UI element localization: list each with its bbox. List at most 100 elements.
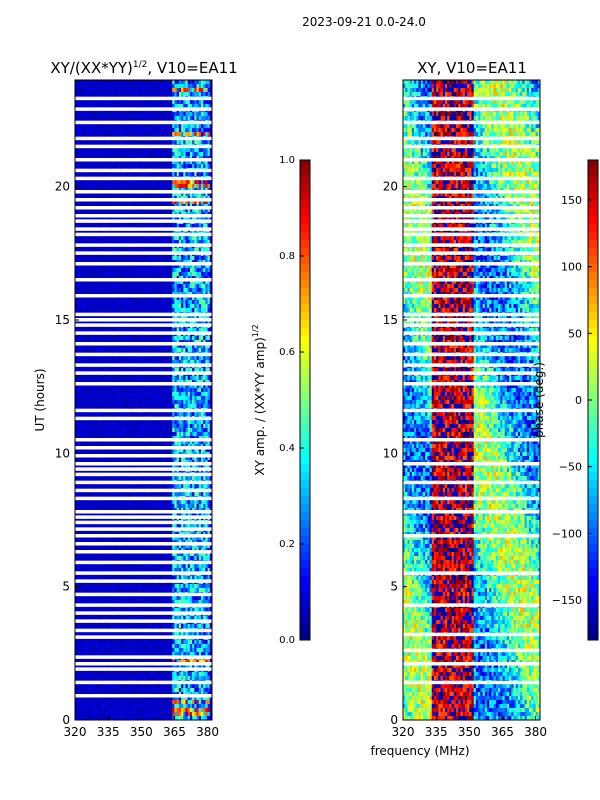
amplitude-cell xyxy=(81,208,85,213)
amplitude-cell xyxy=(103,268,107,273)
amplitude-cell xyxy=(145,264,149,269)
amplitude-cell xyxy=(158,344,162,349)
amplitude-cell xyxy=(125,300,129,305)
amplitude-cell xyxy=(116,100,120,105)
amplitude-cell xyxy=(154,200,158,205)
amplitude-cell xyxy=(141,148,144,153)
amplitude-cell xyxy=(94,84,98,89)
amplitude-cell xyxy=(92,84,96,89)
amplitude-cell xyxy=(99,300,102,305)
amplitude-cell xyxy=(143,280,147,285)
amplitude-cell xyxy=(139,236,142,241)
amplitude-cell xyxy=(130,392,133,397)
amplitude-cell xyxy=(150,268,153,273)
amplitude-cell xyxy=(167,248,171,253)
amplitude-cell xyxy=(174,280,178,285)
amplitude-cell xyxy=(112,116,116,121)
amplitude-cell xyxy=(94,356,98,361)
amplitude-cell xyxy=(75,400,78,405)
amplitude-cell xyxy=(207,388,211,393)
amplitude-cell xyxy=(158,284,162,289)
amplitude-cell xyxy=(200,328,204,333)
amplitude-cell xyxy=(90,240,94,245)
amplitude-cell xyxy=(136,272,140,277)
amplitude-cell xyxy=(172,344,175,349)
amplitude-cell xyxy=(196,284,200,289)
amplitude-cell xyxy=(105,80,109,85)
amplitude-cell xyxy=(119,348,122,353)
amplitude-cell xyxy=(183,124,186,129)
amplitude-cell xyxy=(172,308,175,313)
amplitude-cell xyxy=(88,392,91,397)
amplitude-cell xyxy=(79,248,83,253)
amplitude-cell xyxy=(92,388,96,393)
amplitude-cell xyxy=(99,124,102,129)
amplitude-cell xyxy=(119,376,122,381)
amplitude-cell xyxy=(176,164,180,169)
amplitude-cell xyxy=(75,388,78,393)
amplitude-cell xyxy=(90,348,94,353)
amplitude-cell xyxy=(200,224,204,229)
amplitude-cell xyxy=(114,368,118,373)
amplitude-cell xyxy=(170,236,173,241)
amplitude-cell xyxy=(172,164,175,169)
amplitude-cell xyxy=(116,264,120,269)
amplitude-cell xyxy=(94,132,98,137)
amplitude-cell xyxy=(185,280,189,285)
amplitude-cell xyxy=(165,172,169,177)
amplitude-cell xyxy=(172,104,175,109)
amplitude-cell xyxy=(158,172,162,177)
amplitude-cell xyxy=(198,248,202,253)
amplitude-cell xyxy=(152,128,155,133)
amplitude-cell xyxy=(125,192,129,197)
amplitude-cell xyxy=(130,344,133,349)
amplitude-cell xyxy=(116,128,120,133)
amplitude-cell xyxy=(121,344,125,349)
amplitude-cell xyxy=(77,248,80,253)
amplitude-cell xyxy=(145,128,149,133)
amplitude-cell xyxy=(156,268,160,273)
amplitude-cell xyxy=(158,132,162,137)
amplitude-cell xyxy=(167,192,171,197)
amplitude-cell xyxy=(207,172,211,177)
amplitude-cell xyxy=(83,368,87,373)
amplitude-cell xyxy=(119,304,122,309)
amplitude-cell xyxy=(103,328,107,333)
amplitude-cell xyxy=(147,164,151,169)
amplitude-cell xyxy=(114,288,118,293)
amplitude-cell xyxy=(123,268,127,273)
amplitude-cell xyxy=(130,180,133,185)
amplitude-cell xyxy=(203,88,206,93)
amplitude-cell xyxy=(145,172,149,177)
amplitude-cell xyxy=(152,132,155,137)
amplitude-cell xyxy=(114,392,118,397)
amplitude-cell xyxy=(90,116,94,121)
amplitude-cell xyxy=(75,396,78,401)
amplitude-cell xyxy=(116,268,120,273)
amplitude-cell xyxy=(143,180,147,185)
amplitude-cell xyxy=(132,184,136,189)
amplitude-cell xyxy=(110,172,113,177)
amplitude-cell xyxy=(136,348,140,353)
amplitude-cell xyxy=(90,400,94,405)
amplitude-cell xyxy=(196,360,200,365)
amplitude-cell xyxy=(123,396,127,401)
amplitude-cell xyxy=(105,308,109,313)
amplitude-cell xyxy=(108,192,111,197)
amplitude-cell xyxy=(200,360,204,365)
amplitude-cell xyxy=(209,216,213,221)
amplitude-cell xyxy=(154,368,158,373)
amplitude-cell xyxy=(198,140,202,145)
amplitude-cell xyxy=(203,360,206,365)
amplitude-cell xyxy=(105,368,109,373)
amplitude-cell xyxy=(128,180,131,185)
amplitude-cell xyxy=(143,92,147,97)
amplitude-cell xyxy=(174,152,178,157)
amplitude-cell xyxy=(205,240,208,245)
amplitude-cell xyxy=(150,152,153,157)
amplitude-cell xyxy=(125,308,129,313)
amplitude-cell xyxy=(172,348,175,353)
amplitude-cell xyxy=(83,320,87,325)
amplitude-cell xyxy=(187,248,191,253)
amplitude-cell xyxy=(108,104,111,109)
